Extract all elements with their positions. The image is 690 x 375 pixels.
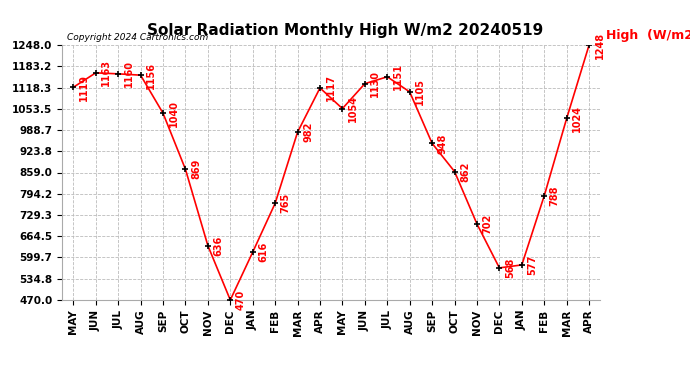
Text: 1151: 1151: [393, 63, 403, 90]
Text: 1054: 1054: [348, 95, 358, 122]
Text: 982: 982: [303, 122, 313, 142]
Text: 1163: 1163: [101, 59, 111, 86]
Text: 1156: 1156: [146, 62, 156, 88]
Text: 1130: 1130: [371, 70, 380, 97]
Text: 1105: 1105: [415, 78, 425, 105]
Text: Solar Radiation Monthly High W/m2 20240519: Solar Radiation Monthly High W/m2 202405…: [147, 22, 543, 38]
Text: 616: 616: [258, 242, 268, 262]
Text: 1119: 1119: [79, 74, 89, 101]
Text: 862: 862: [460, 161, 470, 182]
Text: 702: 702: [482, 214, 493, 234]
Text: 568: 568: [505, 258, 515, 278]
Text: 869: 869: [191, 159, 201, 179]
Text: Copyright 2024 Cartronics.com: Copyright 2024 Cartronics.com: [68, 33, 209, 42]
Text: 1024: 1024: [572, 105, 582, 132]
Text: 636: 636: [213, 236, 224, 256]
Text: 1040: 1040: [168, 100, 179, 127]
Text: 1117: 1117: [326, 74, 335, 101]
Text: 577: 577: [527, 255, 538, 275]
Text: High  (W/m2): High (W/m2): [606, 30, 690, 42]
Text: 948: 948: [437, 133, 448, 153]
Text: 470: 470: [236, 290, 246, 310]
Text: 1248: 1248: [595, 32, 604, 58]
Text: 788: 788: [550, 186, 560, 206]
Text: 1160: 1160: [124, 60, 134, 87]
Text: 765: 765: [281, 193, 290, 213]
